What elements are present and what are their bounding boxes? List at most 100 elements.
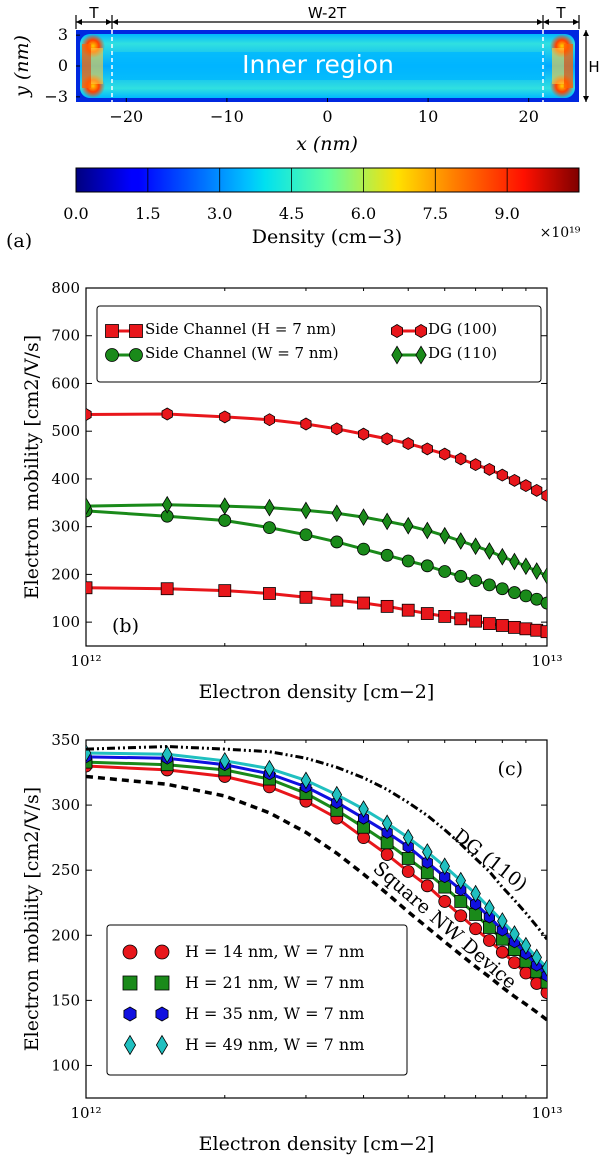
data-point-circle xyxy=(380,548,394,562)
y-tick-label: 250 xyxy=(51,861,80,879)
colorbar-tick-label: 6.0 xyxy=(351,204,376,223)
data-point-diamond xyxy=(219,497,231,516)
data-point-square xyxy=(218,584,232,598)
heatmap-xlabel: x (nm) xyxy=(296,133,358,155)
data-point-hexagon xyxy=(402,437,414,451)
y-tick-label: 700 xyxy=(51,327,80,345)
data-point-diamond xyxy=(300,771,312,790)
data-point-square xyxy=(454,895,468,908)
colorbar-tick-label: 4.5 xyxy=(279,204,304,223)
data-point-circle xyxy=(438,565,452,578)
data-point-hexagon xyxy=(300,417,312,431)
data-point-square xyxy=(483,617,496,630)
panel-b-label: (b) xyxy=(112,615,139,637)
data-point-diamond xyxy=(497,547,508,566)
legend-label: H = 35 nm, W = 7 nm xyxy=(185,1004,364,1023)
data-point-circle xyxy=(495,582,509,596)
legend-label: Side Channel (H = 7 nm) xyxy=(145,320,336,338)
data-point-diamond xyxy=(455,532,467,550)
data-point-hexagon xyxy=(357,811,370,825)
data-point-square xyxy=(495,619,509,632)
data-point-hexagon xyxy=(331,422,343,436)
arrow-heads xyxy=(76,19,589,102)
data-point-diamond xyxy=(520,936,532,955)
x-tick-label: 10¹² xyxy=(70,652,101,670)
data-point-square xyxy=(380,599,394,613)
data-point-diamond xyxy=(439,857,450,876)
data-point-diamond xyxy=(381,814,393,833)
panel-c-label: (c) xyxy=(498,758,523,780)
data-point-hexagon xyxy=(219,410,231,424)
data-point-circle xyxy=(454,569,468,583)
data-point-circle xyxy=(154,944,170,960)
plot-area xyxy=(86,744,547,1022)
data-point-hexagon xyxy=(402,840,414,854)
data-point-diamond xyxy=(402,516,414,535)
data-point-diamond xyxy=(391,345,403,365)
y-tick-label: 100 xyxy=(51,1056,80,1074)
inner-region-label: Inner region xyxy=(242,50,394,79)
data-point-circle xyxy=(438,895,452,908)
data-point-hexagon xyxy=(381,825,393,839)
data-point-circle xyxy=(540,986,547,999)
data-point-square xyxy=(401,852,415,865)
colorbar-multiplier: ×10¹⁹ xyxy=(540,225,581,241)
colorbar-tick-label: 3.0 xyxy=(207,204,232,223)
legend-label: H = 21 nm, W = 7 nm xyxy=(185,973,364,992)
data-point-circle xyxy=(454,909,468,923)
x-tick-label: 20 xyxy=(519,107,539,126)
y-tick-label: 300 xyxy=(51,796,80,814)
data-point-square xyxy=(469,614,482,628)
x-axis-label: Electron density [cm−2] xyxy=(199,1133,435,1155)
data-point-circle xyxy=(508,586,521,599)
annotation-t-right: T xyxy=(555,4,566,22)
data-point-circle xyxy=(330,535,344,549)
y-tick-label: 3 xyxy=(58,25,68,44)
data-point-hexagon xyxy=(155,1006,169,1022)
data-point-diamond xyxy=(484,542,495,560)
data-point-hexagon xyxy=(161,407,173,421)
data-point-diamond xyxy=(497,912,508,930)
x-tick-label: 10¹² xyxy=(70,1104,101,1122)
legend-box xyxy=(96,305,542,383)
data-point-diamond xyxy=(264,759,275,778)
data-point-diamond xyxy=(331,785,343,804)
data-point-square xyxy=(401,603,415,617)
data-point-square xyxy=(160,582,174,596)
data-point-diamond xyxy=(219,751,231,770)
y-axis-label: Electron mobility [cm2/V/s] xyxy=(21,787,43,1051)
data-point-hexagon xyxy=(469,458,482,472)
heatmap-hot-left xyxy=(81,34,105,98)
data-point-hexagon xyxy=(381,432,393,446)
data-point-circle xyxy=(218,514,232,527)
x-axis-label: Electron density [cm−2] xyxy=(199,681,435,703)
data-point-circle xyxy=(469,922,482,936)
data-point-hexagon xyxy=(123,1006,137,1022)
data-point-hexagon xyxy=(455,452,467,466)
legend-label: Side Channel (W = 7 nm) xyxy=(145,344,339,362)
data-point-hexagon xyxy=(421,442,433,456)
x-tick-label: 10¹³ xyxy=(531,1104,562,1122)
x-tick-label: 0 xyxy=(322,107,332,126)
panel-c: 100 150 200 250 300 350 10¹² 10¹³ Electron densi… xyxy=(21,731,563,1155)
legend-label: H = 49 nm, W = 7 nm xyxy=(185,1035,364,1054)
data-point-square xyxy=(129,324,143,338)
data-point-diamond xyxy=(161,745,173,764)
data-point-diamond xyxy=(381,512,393,531)
data-point-circle xyxy=(469,574,482,588)
data-point-square xyxy=(454,612,468,626)
data-point-hexagon xyxy=(439,870,451,884)
data-point-diamond xyxy=(455,871,467,890)
plot-area xyxy=(86,407,547,639)
y-tick-label: 400 xyxy=(51,470,80,488)
y-tick-label: 300 xyxy=(51,518,80,536)
legend-box xyxy=(106,924,408,1076)
x-tick-label: 10 xyxy=(418,107,438,126)
data-point-hexagon xyxy=(421,855,433,869)
data-point-diamond xyxy=(531,948,542,967)
data-point-square xyxy=(540,975,547,989)
y-tick-label: 100 xyxy=(51,613,80,631)
data-point-circle xyxy=(540,596,547,610)
